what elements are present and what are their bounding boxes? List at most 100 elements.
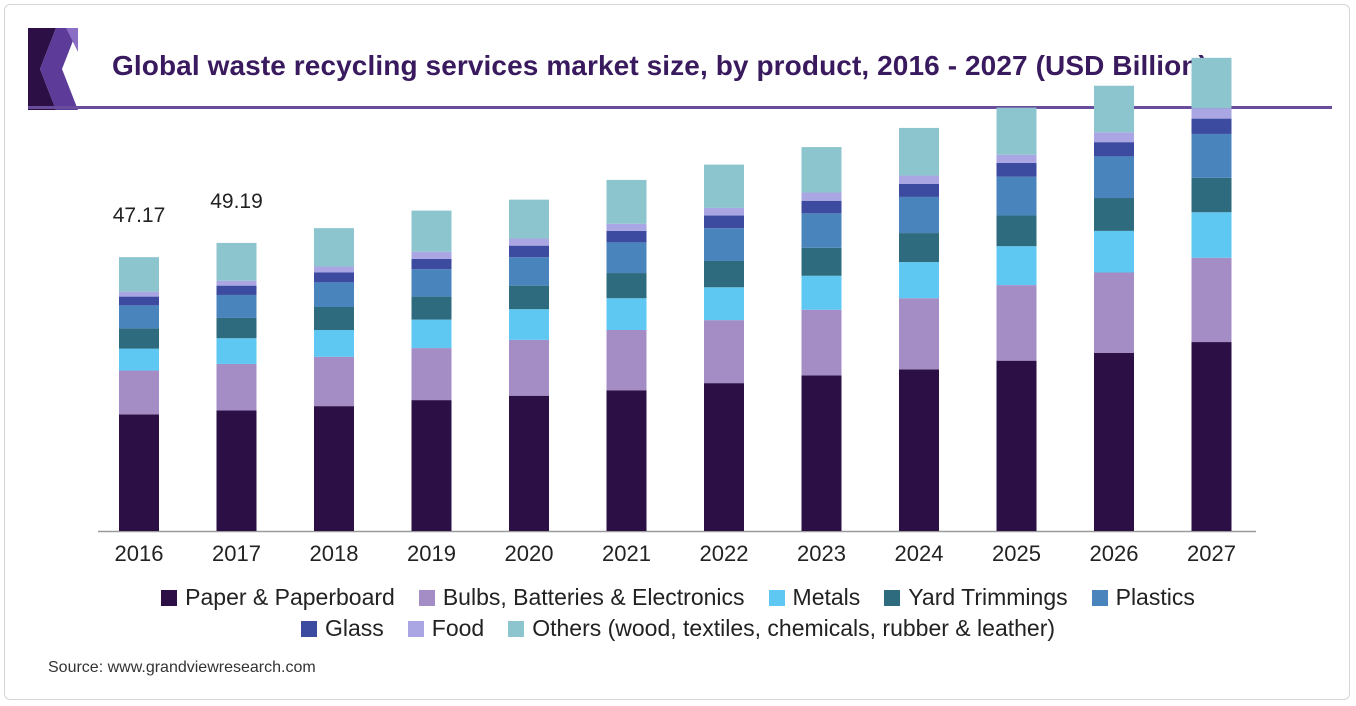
bar-segment xyxy=(996,215,1037,247)
bar-segment xyxy=(704,260,744,288)
legend-item: Paper & Paperboard xyxy=(161,584,395,611)
legend-swatch xyxy=(768,589,785,606)
bar-segment xyxy=(899,369,939,531)
bar-segment xyxy=(996,360,1037,531)
bar-segment xyxy=(606,273,647,299)
bar-segment xyxy=(1191,177,1232,213)
bar-segment xyxy=(899,298,939,370)
bar-segment xyxy=(314,228,354,267)
bar-segment xyxy=(509,257,549,286)
bar-segment xyxy=(119,257,159,292)
legend-swatch xyxy=(418,589,435,606)
bar-segment xyxy=(509,238,549,246)
bar-segment xyxy=(1094,156,1134,199)
title-divider xyxy=(28,106,1332,109)
bar-segment xyxy=(216,317,257,339)
bar-segment xyxy=(119,291,159,297)
brand-logo xyxy=(28,28,78,110)
bar-segment xyxy=(216,294,257,318)
bar-segment xyxy=(996,176,1037,216)
bar-segment xyxy=(119,414,159,531)
bar-segment xyxy=(801,213,842,248)
legend-label: Paper & Paperboard xyxy=(185,584,395,610)
x-tick-label: 2022 xyxy=(700,541,749,566)
bar-segment xyxy=(996,107,1037,155)
legend-label: Plastics xyxy=(1115,584,1195,610)
bar-segment xyxy=(801,147,842,193)
bar-segment xyxy=(1191,118,1232,134)
bar-segment xyxy=(411,251,452,259)
bar-segment xyxy=(1094,272,1134,354)
bar-segment xyxy=(314,307,354,331)
legend-swatch xyxy=(1091,589,1108,606)
bar-segment xyxy=(899,196,939,234)
legend-label: Metals xyxy=(792,584,861,610)
legend-row-2: Glass Food Others (wood, textiles, chemica… xyxy=(0,615,1356,642)
bar-segment xyxy=(314,330,354,357)
bar-segment xyxy=(1094,85,1134,133)
x-tick-label: 2016 xyxy=(115,541,164,566)
bar-segment xyxy=(899,127,939,176)
bar-segment xyxy=(314,266,354,273)
stacked-bar-chart: 2016 47.17 2017 49.19 2018 2019 2020 2021 2022 20… xyxy=(98,57,1256,566)
legend-item: Yard Trimmings xyxy=(884,584,1068,611)
x-tick-label: 2024 xyxy=(895,541,944,566)
x-tick-label: 2027 xyxy=(1187,541,1236,566)
bar-segment xyxy=(1094,132,1134,143)
bar-segment xyxy=(606,298,647,331)
data-label: 49.19 xyxy=(210,190,263,213)
bar-segment xyxy=(899,183,939,197)
bar-segment xyxy=(411,348,452,401)
data-label: 47.17 xyxy=(113,204,166,227)
bar-segment xyxy=(1094,142,1134,157)
x-tick-label: 2025 xyxy=(992,541,1041,566)
legend-label: Glass xyxy=(324,615,384,641)
bar-segment xyxy=(704,383,744,531)
bar-segment xyxy=(996,246,1037,286)
legend-item: Bulbs, Batteries & Electronics xyxy=(418,584,745,611)
x-tick-label: 2019 xyxy=(407,541,456,566)
bar-segment xyxy=(1191,212,1232,258)
legend-swatch xyxy=(407,620,424,637)
bar-segment xyxy=(704,207,744,216)
bar-segment xyxy=(411,319,452,349)
bar-segment xyxy=(996,285,1037,361)
bar-segment xyxy=(801,200,842,214)
legend-item: Others (wood, textiles, chemicals, rubbe… xyxy=(508,615,1055,642)
bar-segment xyxy=(606,179,647,224)
bar-segment xyxy=(801,275,842,310)
bar-segment xyxy=(411,258,452,270)
bar-segment xyxy=(704,215,744,229)
x-tick-label: 2017 xyxy=(212,541,261,566)
bar-segment xyxy=(606,242,647,274)
bar-segment xyxy=(1191,108,1232,119)
bar-segment xyxy=(1191,257,1232,343)
legend-item: Glass xyxy=(300,615,384,642)
legend-label: Others (wood, textiles, chemicals, rubbe… xyxy=(532,615,1056,641)
bar-segment xyxy=(704,164,744,208)
bar-segment xyxy=(1094,230,1134,273)
bar-segment xyxy=(996,154,1037,163)
bar-segment xyxy=(1094,198,1134,231)
x-tick-label: 2020 xyxy=(505,541,554,566)
chart-title: Global waste recycling services market s… xyxy=(112,50,1208,81)
bar-segment xyxy=(606,390,647,531)
bar-segment xyxy=(704,287,744,321)
bar-segment xyxy=(704,228,744,261)
bar-segment xyxy=(314,406,354,531)
legend-swatch xyxy=(300,620,317,637)
bar-segment xyxy=(411,296,452,320)
legend-swatch xyxy=(508,620,525,637)
bar-segment xyxy=(119,305,159,329)
bar-segment xyxy=(314,356,354,407)
bar-segment xyxy=(509,339,549,396)
bar-segment xyxy=(216,242,257,281)
legend-item: Food xyxy=(407,615,484,642)
bar-segment xyxy=(996,162,1037,177)
legend-row-1: Paper & Paperboard Bulbs, Batteries & Ele… xyxy=(0,584,1356,611)
bar-segment xyxy=(801,247,842,276)
bar-segment xyxy=(606,223,647,231)
bar-segment xyxy=(216,410,257,531)
bar-segment xyxy=(801,309,842,376)
bar-segment xyxy=(1094,353,1134,531)
